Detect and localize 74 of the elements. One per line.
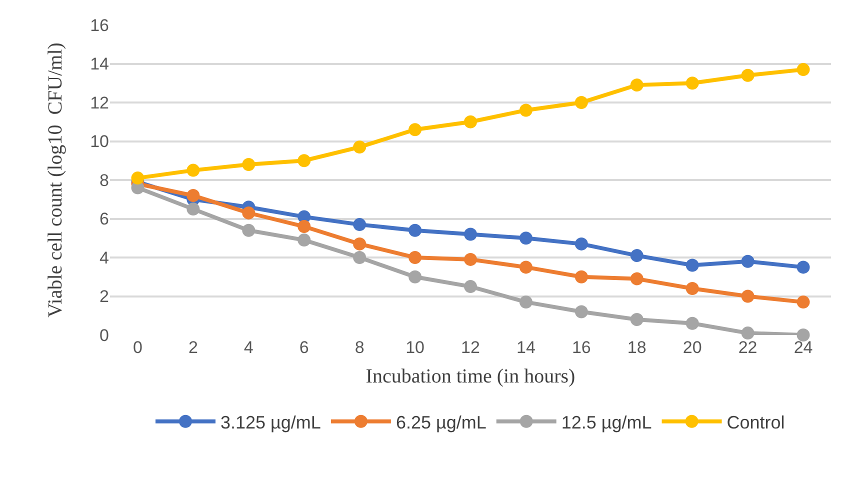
point — [408, 270, 422, 284]
point — [131, 172, 144, 185]
point — [519, 260, 532, 274]
x-tick-label: 20 — [682, 338, 702, 357]
point — [408, 251, 422, 264]
point — [574, 270, 588, 284]
y-tick-label: 12 — [90, 93, 109, 112]
point — [298, 234, 311, 247]
point — [242, 206, 256, 220]
point — [574, 237, 588, 250]
x-tick-label: 10 — [406, 338, 424, 357]
point — [796, 63, 810, 76]
x-tick-label: 18 — [627, 338, 646, 357]
legend-label: Control — [726, 412, 785, 432]
point — [741, 254, 754, 268]
point — [519, 296, 532, 309]
x-tick-label: 14 — [516, 338, 536, 357]
y-tick-label: 10 — [90, 132, 109, 152]
point — [630, 313, 644, 326]
point — [630, 249, 644, 262]
legend-label: 3.125 µg/mL — [220, 412, 321, 432]
point — [298, 220, 311, 233]
point — [186, 189, 200, 202]
point — [519, 232, 532, 245]
point — [686, 76, 699, 90]
legend-label: 12.5 µg/mL — [561, 412, 652, 432]
x-tick-label: 0 — [132, 338, 142, 357]
x-tick-label: 22 — [738, 338, 758, 357]
point — [630, 78, 644, 92]
point — [464, 252, 477, 266]
point — [353, 251, 366, 264]
y-tick-label: 0 — [100, 326, 109, 345]
point — [464, 115, 477, 128]
x-tick-label: 2 — [188, 338, 198, 357]
y-tick-label: 4 — [100, 248, 109, 268]
y-tick-label: 2 — [100, 287, 109, 306]
point — [796, 328, 810, 342]
y-tick-label: 16 — [90, 16, 109, 35]
x-axis-title: Incubation time (in hours) — [366, 366, 576, 388]
x-tick-label: 16 — [572, 338, 591, 357]
point — [242, 224, 256, 237]
x-tick-label: 6 — [299, 338, 309, 357]
point — [186, 164, 200, 177]
point — [408, 224, 422, 237]
point — [464, 280, 477, 294]
point — [353, 218, 366, 232]
y-axis-title: Viable cell count (log10 CFU/ml) — [44, 42, 67, 318]
point — [686, 316, 699, 330]
point — [741, 68, 754, 82]
point — [519, 104, 532, 117]
point — [298, 154, 311, 168]
point — [242, 158, 256, 171]
x-tick-label: 4 — [244, 338, 254, 357]
point — [464, 228, 477, 241]
point — [741, 290, 754, 303]
y-tick-label: 14 — [90, 54, 109, 74]
x-tick-label: 24 — [794, 338, 813, 357]
point — [353, 237, 366, 250]
point — [796, 260, 810, 274]
y-tick-label: 6 — [100, 210, 109, 229]
point — [686, 282, 699, 295]
legend-label: 6.25 µg/mL — [396, 412, 486, 432]
point — [796, 296, 810, 309]
x-tick-label: 12 — [461, 338, 480, 357]
point — [574, 96, 588, 109]
y-tick-label: 8 — [100, 170, 109, 190]
point — [574, 305, 588, 318]
point — [741, 326, 754, 340]
x-tick-label: 8 — [354, 338, 364, 357]
point — [630, 272, 644, 286]
point — [408, 123, 422, 136]
point — [186, 202, 200, 216]
point — [353, 140, 366, 154]
point — [686, 258, 699, 272]
